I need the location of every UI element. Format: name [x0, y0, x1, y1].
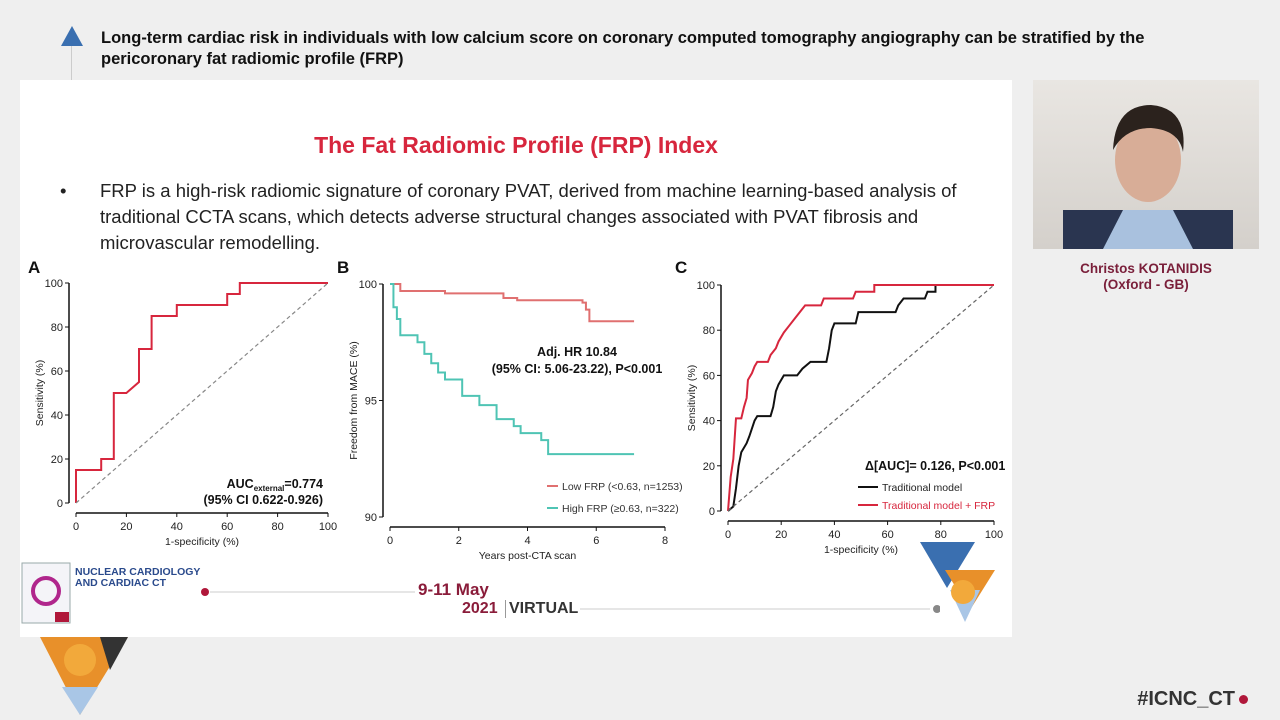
legend-entry: Low FRP (<0.63, n=1253)	[562, 481, 683, 493]
series-line-high-frp-0-63-n-322-	[390, 283, 635, 456]
y-tick-label: 0	[57, 498, 63, 510]
session-title: Long-term cardiac risk in individuals wi…	[101, 29, 1145, 68]
slide-bullet: • FRP is a high-risk radiomic signature …	[60, 178, 960, 256]
y-tick-label: 90	[365, 512, 377, 524]
y-tick-label: 60	[703, 370, 715, 382]
auc-annotation-part: external	[254, 484, 285, 493]
x-axis-label: 1-specificity (%)	[824, 544, 898, 556]
event-year: 2021	[462, 600, 498, 617]
x-axis-label: 1-specificity (%)	[165, 536, 239, 548]
panel-label-B: B	[337, 258, 349, 277]
bullet-icon: •	[60, 180, 67, 201]
x-axis-label: Years post-CTA scan	[479, 550, 577, 562]
speaker-caption: Christos KOTANIDIS (Oxford - GB)	[1033, 261, 1259, 293]
delta-auc-annotation: Δ[AUC]= 0.126, P<0.001	[865, 459, 1005, 473]
speaker-affiliation: (Oxford - GB)	[1103, 277, 1189, 292]
legend-entry: Traditional model + FRP	[882, 500, 995, 512]
x-tick-label: 2	[456, 535, 462, 547]
x-tick-label: 80	[271, 521, 283, 533]
x-tick-label: 20	[120, 521, 132, 533]
x-tick-label: 40	[828, 529, 840, 541]
event-dates: 9-11 May	[418, 580, 489, 599]
x-tick-label: 8	[662, 535, 668, 547]
x-tick-label: 80	[935, 529, 947, 541]
timeline-lines	[201, 588, 940, 613]
y-tick-label: 40	[703, 416, 715, 428]
x-tick-label: 100	[985, 529, 1003, 541]
panel-label-C: C	[675, 258, 687, 277]
series-line-traditional-model-frp	[727, 284, 994, 512]
event-mode: VIRTUAL	[505, 600, 578, 618]
y-tick-label: 60	[51, 366, 63, 378]
header-divider	[71, 46, 72, 80]
y-tick-label: 80	[51, 322, 63, 334]
auc-ci-annotation: (95% CI 0.622-0.926)	[203, 493, 323, 507]
x-tick-label: 4	[524, 535, 530, 547]
series-line-low-frp-0-63-n-1253-	[390, 283, 635, 323]
auc-annotation-part: AUC	[227, 477, 254, 491]
hashtag: #ICNC_CT	[1137, 688, 1248, 711]
hazard-ratio-ci-annotation: (95% CI: 5.06-23.22), P<0.001	[492, 362, 663, 376]
bullet-text: FRP is a high-risk radiomic signature of…	[100, 180, 957, 253]
presentation-slide: The Fat Radiomic Profile (FRP) Index • F…	[20, 80, 1012, 637]
slide-title: The Fat Radiomic Profile (FRP) Index	[314, 132, 718, 158]
conference-logo-graphic	[21, 562, 128, 715]
x-tick-label: 20	[775, 529, 787, 541]
y-tick-label: 80	[703, 325, 715, 337]
x-tick-label: 6	[593, 535, 599, 547]
series-line-traditional-model	[727, 284, 994, 512]
hashtag-dot-icon	[1239, 695, 1248, 705]
speaker-video-image	[1063, 105, 1233, 250]
y-axis-label: Sensitivity (%)	[34, 360, 46, 427]
y-tick-label: 100	[697, 280, 715, 292]
y-tick-label: 95	[365, 396, 377, 408]
speaker-webcam	[1033, 80, 1259, 250]
y-tick-label: 100	[359, 279, 377, 291]
y-tick-label: 0	[709, 506, 715, 518]
legend-entry: High FRP (≥0.63, n=322)	[562, 503, 679, 515]
x-tick-label: 0	[387, 535, 393, 547]
x-tick-label: 60	[221, 521, 233, 533]
x-tick-label: 0	[725, 529, 731, 541]
conference-triangle-graphic	[920, 542, 995, 622]
hazard-ratio-annotation: Adj. HR 10.84	[537, 345, 617, 359]
legend-entry: Traditional model	[882, 482, 962, 494]
y-tick-label: 20	[51, 454, 63, 466]
x-tick-label: 0	[73, 521, 79, 533]
auc-annotation: AUCexternal=0.774	[227, 477, 323, 493]
x-tick-label: 100	[319, 521, 337, 533]
x-tick-label: 60	[881, 529, 893, 541]
conference-logo-text: NUCLEAR CARDIOLOGY AND CARDIAC CT	[75, 566, 201, 589]
y-tick-label: 100	[45, 278, 63, 290]
y-axis-label: Sensitivity (%)	[686, 365, 698, 432]
reference-diagonal	[727, 284, 995, 512]
auc-annotation-part: =0.774	[284, 477, 323, 491]
speaker-name: Christos KOTANIDIS	[1080, 261, 1212, 276]
x-tick-label: 40	[171, 521, 183, 533]
panel-label-A: A	[28, 258, 40, 277]
y-tick-label: 20	[703, 461, 715, 473]
y-tick-label: 40	[51, 410, 63, 422]
header-triangle-icon	[61, 26, 83, 46]
y-axis-label: Freedom from MACE (%)	[348, 341, 360, 459]
hashtag-text: #ICNC_CT	[1137, 688, 1235, 710]
series-line-roc	[75, 282, 328, 503]
